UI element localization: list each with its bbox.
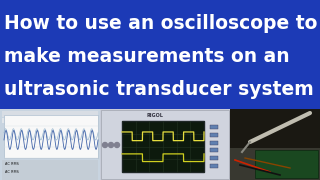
Text: How to use an oscilloscope to: How to use an oscilloscope to — [4, 14, 317, 33]
Text: RIGOL: RIGOL — [146, 113, 163, 118]
Bar — [101, 110, 229, 179]
Bar — [2, 160, 98, 180]
Bar — [4, 115, 98, 158]
Bar — [210, 156, 218, 160]
Bar — [230, 109, 320, 180]
Bar — [210, 141, 218, 145]
Circle shape — [108, 143, 114, 147]
Circle shape — [102, 143, 108, 147]
Circle shape — [115, 143, 119, 147]
Text: ultrasonic transducer system: ultrasonic transducer system — [4, 80, 314, 99]
Bar — [2, 111, 98, 117]
Text: AC RMS: AC RMS — [5, 162, 19, 166]
Text: make measurements on an: make measurements on an — [4, 47, 290, 66]
Bar — [122, 121, 204, 172]
Bar — [255, 150, 318, 178]
Bar — [230, 148, 320, 180]
Bar — [210, 125, 218, 129]
Text: AC RMS: AC RMS — [5, 170, 19, 174]
Bar — [230, 109, 320, 148]
Bar — [0, 109, 100, 180]
Bar — [210, 164, 218, 168]
Bar — [210, 133, 218, 137]
Bar — [210, 148, 218, 152]
Bar — [100, 109, 230, 180]
Bar — [2, 118, 98, 123]
Bar — [0, 0, 320, 109]
